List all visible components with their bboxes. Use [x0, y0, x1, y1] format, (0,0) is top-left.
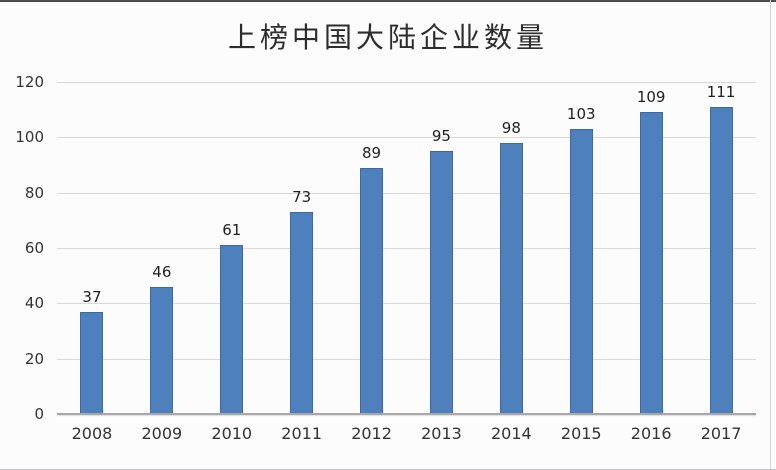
gridline-20 [57, 358, 756, 360]
bar-value-label-2013: 95 [431, 127, 451, 146]
bar-value-label-2011: 73 [292, 188, 312, 207]
chart-title: 上榜中国大陆企业数量 [227, 21, 548, 54]
x-axis-line [57, 413, 756, 415]
bar-2009 [150, 286, 174, 414]
x-tick-label-2012: 2012 [351, 424, 392, 443]
bar-value-label-2015: 103 [566, 105, 596, 124]
bar-2008 [80, 311, 104, 414]
top-border-line [0, 0, 776, 2]
bar-2016 [639, 112, 663, 414]
y-tick-label-100: 100 [15, 128, 44, 147]
bar-value-label-2016: 109 [636, 88, 666, 107]
x-tick-label-2015: 2015 [560, 424, 602, 443]
gridline-60 [57, 248, 756, 249]
x-tick-label-2011: 2011 [281, 424, 322, 443]
gridline-120 [57, 82, 756, 83]
bar-value-label-2009: 46 [152, 262, 172, 281]
bar-2014 [499, 142, 523, 414]
gridline-80 [57, 192, 756, 194]
bar-value-label-2012: 89 [362, 143, 382, 162]
bar-2010 [220, 245, 244, 414]
bar-value-label-2010: 61 [222, 221, 242, 240]
x-tick-label-2010: 2010 [211, 424, 253, 443]
y-tick-label-0: 0 [34, 405, 44, 423]
x-tick-label-2013: 2013 [421, 424, 462, 443]
bar-2017 [709, 106, 733, 414]
bar-2012 [360, 167, 384, 414]
gridline-40 [57, 303, 756, 305]
bar-2015 [569, 129, 593, 414]
x-tick-label-2014: 2014 [490, 424, 532, 443]
y-tick-label-120: 120 [15, 73, 44, 91]
bar-value-label-2008: 37 [82, 287, 102, 306]
bar-2013 [429, 151, 453, 414]
bar-2011 [290, 212, 314, 414]
right-border-line [770, 0, 771, 470]
x-tick-label-2009: 2009 [141, 424, 183, 443]
bar-value-label-2017: 111 [706, 82, 736, 101]
x-tick-label-2008: 2008 [71, 424, 113, 443]
plot-area: 37 46 61 73 89 95 98 103 109 111 [57, 82, 756, 415]
y-tick-label-40: 40 [24, 294, 44, 313]
y-tick-label-60: 60 [24, 239, 44, 257]
x-tick-label-2016: 2016 [630, 424, 672, 443]
y-tick-label-80: 80 [24, 183, 44, 202]
y-tick-label-20: 20 [24, 349, 44, 368]
gridline-100 [57, 137, 756, 139]
bar-value-label-2014: 98 [501, 118, 521, 137]
x-tick-label-2017: 2017 [700, 424, 742, 443]
